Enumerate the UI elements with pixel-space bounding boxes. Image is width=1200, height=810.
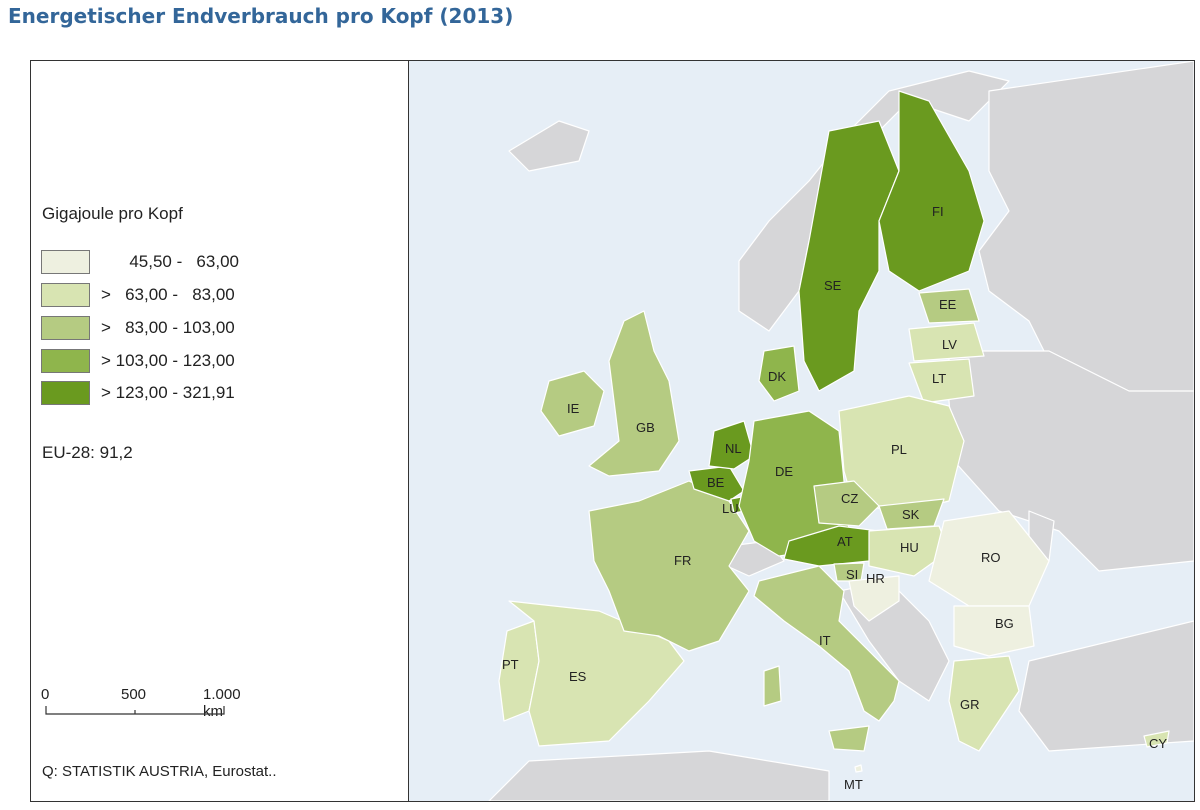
country-label-it: IT xyxy=(819,633,831,648)
country-fi xyxy=(878,90,985,292)
scale-label-0: 0 xyxy=(41,686,50,703)
country-gr xyxy=(948,655,1020,752)
legend-panel: Gigajoule pro Kopf 45,50 - 63,00 > 63,00… xyxy=(31,61,409,801)
legend-item: > 103,00 - 123,00 xyxy=(41,349,341,375)
country-label-at: AT xyxy=(837,534,853,549)
country-hu xyxy=(868,525,950,577)
country-it xyxy=(753,565,900,722)
country-label-lt: LT xyxy=(932,371,946,386)
country-label-se: SE xyxy=(824,278,842,293)
scale-label-1000: 1.000 km xyxy=(203,686,241,720)
country-label-mt: MT xyxy=(844,777,863,792)
country-cz xyxy=(813,480,880,527)
map-svg: IE GB PT ES FR BE NL LU DE DK SE FI EE L… xyxy=(488,61,1194,801)
country-dk xyxy=(758,345,800,402)
legend-swatch xyxy=(41,250,90,274)
eu-average: EU-28: 91,2 xyxy=(42,443,133,462)
country-nl xyxy=(708,420,755,470)
land-turkey xyxy=(1018,620,1194,752)
legend-range-label: > 123,00 - 321,91 xyxy=(101,383,235,402)
country-it-sardinia xyxy=(763,665,782,707)
country-label-fi: FI xyxy=(932,204,944,219)
land-russia-east xyxy=(978,61,1194,402)
map-title: Energetischer Endverbrauch pro Kopf (201… xyxy=(8,4,514,28)
country-ie xyxy=(540,370,605,437)
scale-label-500: 500 xyxy=(121,686,147,703)
legend-title: Gigajoule pro Kopf xyxy=(42,204,183,223)
country-label-si: SI xyxy=(846,567,858,582)
country-hr xyxy=(848,575,900,622)
legend-swatch xyxy=(41,381,90,405)
country-label-ro: RO xyxy=(981,550,1001,565)
country-label-nl: NL xyxy=(725,441,742,456)
legend-range-label: > 83,00 - 103,00 xyxy=(101,318,235,337)
land-north-africa xyxy=(488,750,830,801)
legend-range-label: 45,50 - 63,00 xyxy=(101,252,239,271)
country-label-sk: SK xyxy=(902,507,920,522)
map-area: IE GB PT ES FR BE NL LU DE DK SE FI EE L… xyxy=(409,61,1194,801)
legend-swatch xyxy=(41,349,90,373)
legend-range-label: > 63,00 - 83,00 xyxy=(101,285,235,304)
country-label-gb: GB xyxy=(636,420,655,435)
country-label-pt: PT xyxy=(502,657,519,672)
country-label-pl: PL xyxy=(891,442,907,457)
country-label-lv: LV xyxy=(942,337,957,352)
country-label-hr: HR xyxy=(866,571,885,586)
country-label-de: DE xyxy=(775,464,793,479)
country-label-cy: CY xyxy=(1149,736,1167,751)
legend-range-label: > 103,00 - 123,00 xyxy=(101,351,235,370)
country-label-ie: IE xyxy=(567,401,580,416)
country-it-sicily xyxy=(828,725,870,752)
country-label-be: BE xyxy=(707,475,725,490)
country-label-fr: FR xyxy=(674,553,691,568)
country-label-cz: CZ xyxy=(841,491,858,506)
legend-item: > 63,00 - 83,00 xyxy=(41,283,341,309)
country-label-ee: EE xyxy=(939,297,957,312)
country-cy xyxy=(1143,730,1170,748)
country-label-dk: DK xyxy=(768,369,786,384)
country-label-es: ES xyxy=(569,669,587,684)
country-mt xyxy=(854,764,863,773)
legend-item: > 83,00 - 103,00 xyxy=(41,316,341,342)
legend-item: > 123,00 - 321,91 xyxy=(41,381,341,407)
legend-swatch xyxy=(41,283,90,307)
land-greenland-iceland xyxy=(508,120,590,172)
country-gb xyxy=(588,310,680,477)
legend-item: 45,50 - 63,00 xyxy=(41,250,341,276)
country-label-lu: LU xyxy=(722,501,739,516)
country-se xyxy=(798,120,900,392)
source-note: Q: STATISTIK AUSTRIA, Eurostat.. xyxy=(42,763,277,780)
country-lv xyxy=(908,322,985,362)
country-bg xyxy=(953,605,1035,657)
country-label-hu: HU xyxy=(900,540,919,555)
country-label-gr: GR xyxy=(960,697,980,712)
scale-bar: 0 500 1.000 km xyxy=(41,686,241,726)
legend-swatch xyxy=(41,316,90,340)
country-label-bg: BG xyxy=(995,616,1014,631)
scale-line xyxy=(45,706,225,715)
country-ee xyxy=(918,288,980,324)
country-lt xyxy=(908,358,975,404)
